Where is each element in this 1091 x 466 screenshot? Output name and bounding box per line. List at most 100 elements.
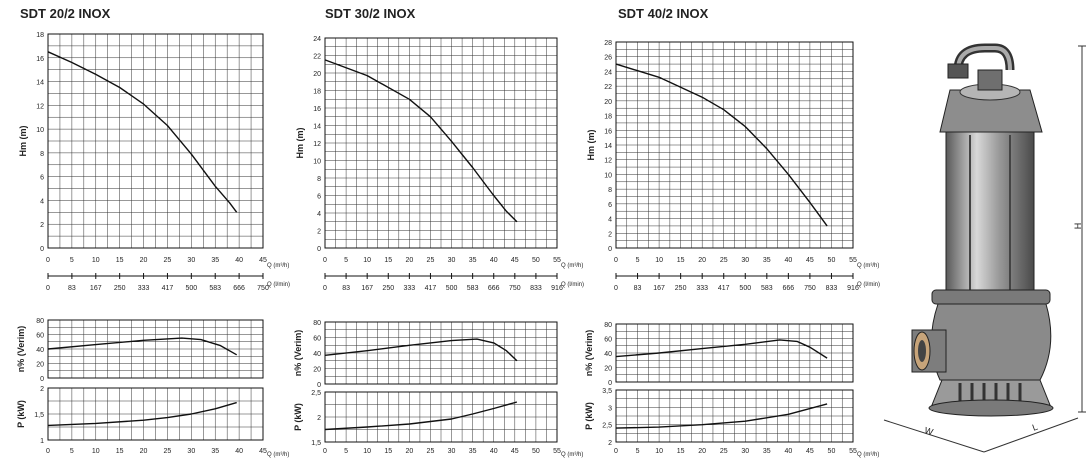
head-ytick: 6 [40, 175, 44, 182]
head-xtick: 30 [741, 257, 749, 264]
head-ytick: 8 [608, 187, 612, 194]
lmin-tick: 0 [323, 285, 327, 292]
lmin-tick: 500 [185, 285, 197, 292]
lmin-tick: 583 [209, 285, 221, 292]
head-curve [324, 59, 518, 223]
head-ytick: 6 [608, 202, 612, 209]
power-xtick: 15 [116, 448, 124, 455]
power-ytick: 1 [40, 438, 44, 445]
dimension-lines [883, 45, 1086, 453]
head-xtick: 45 [259, 257, 267, 264]
head-xtick: 50 [828, 257, 836, 264]
head-ytick: 4 [608, 217, 612, 224]
power-ytick: 1,5 [34, 412, 44, 419]
efficiency-ytick: 40 [313, 351, 321, 358]
power-ylabel: P (kW) [16, 400, 26, 428]
head-frame [615, 41, 854, 249]
volute [930, 303, 1052, 381]
power-xtick: 50 [828, 448, 836, 455]
head-xtick: 25 [164, 257, 172, 264]
power-xtick: 30 [741, 448, 749, 455]
lmin-tick: 83 [634, 285, 642, 292]
head-ytick: 10 [36, 127, 44, 134]
efficiency-ytick: 80 [36, 318, 44, 325]
power-xtick: 35 [211, 448, 219, 455]
head-ylabel: Hm (m) [18, 125, 28, 156]
efficiency-ytick: 0 [317, 382, 321, 389]
head-ylabel: Hm (m) [295, 127, 305, 158]
efficiency-ytick: 40 [604, 351, 612, 358]
efficiency-ytick: 60 [604, 337, 612, 344]
head-ytick: 8 [40, 151, 44, 158]
head-xtick: 25 [427, 257, 435, 264]
head-xtick: 45 [806, 257, 814, 264]
lmin-tick: 0 [614, 285, 618, 292]
efficiency-panel: 0 20 40 60 80 n% (Verim) [16, 318, 264, 383]
efficiency-ytick: 40 [36, 347, 44, 354]
efficiency-ytick: 20 [313, 367, 321, 374]
head-xtick: 35 [469, 257, 477, 264]
head-xtick: 55 [553, 257, 561, 264]
head-ytick: 2 [608, 231, 612, 238]
power-ytick: 3 [608, 405, 612, 412]
head-ytick: 22 [313, 54, 321, 61]
power-xtick: 55 [553, 448, 561, 455]
power-xtick: 40 [490, 448, 498, 455]
power-xunit: Q (m³/h) [267, 452, 289, 458]
lmin-unit: Q (l/min) [267, 282, 290, 288]
efficiency-ylabel: n% (Verim) [293, 330, 303, 377]
efficiency-ytick: 0 [608, 380, 612, 387]
power-xtick: 25 [164, 448, 172, 455]
efficiency-frame [615, 323, 854, 383]
head-ytick: 2 [40, 222, 44, 229]
head-xtick: 15 [116, 257, 124, 264]
head-ytick: 18 [36, 32, 44, 39]
head-ytick: 14 [604, 143, 612, 150]
power-xtick: 25 [720, 448, 728, 455]
head-ytick: 0 [40, 246, 44, 253]
chart-group-3: SDT 40/2 INOX0246810121416182022242628Hm… [584, 6, 880, 458]
head-ytick: 0 [608, 246, 612, 253]
head-ytick: 16 [604, 128, 612, 135]
head-ytick: 12 [36, 103, 44, 110]
power-xtick: 10 [92, 448, 100, 455]
power-xtick: 55 [849, 448, 857, 455]
efficiency-ytick: 80 [604, 322, 612, 329]
power-xtick: 40 [784, 448, 792, 455]
head-ytick: 12 [313, 141, 321, 148]
head-ytick: 2 [317, 229, 321, 236]
lmin-tick: 500 [446, 285, 458, 292]
head-xtick: 20 [698, 257, 706, 264]
head-frame [47, 33, 264, 249]
head-xtick: 25 [720, 257, 728, 264]
head-xtick: 5 [70, 257, 74, 264]
efficiency-curve [615, 339, 828, 359]
head-ytick: 20 [604, 99, 612, 106]
power-xtick: 15 [677, 448, 685, 455]
power-xtick: 5 [70, 448, 74, 455]
power-ytick: 3,5 [602, 388, 612, 395]
power-panel: 1 1,5 2 P (kW) [16, 386, 264, 445]
length-label: L [1031, 422, 1039, 433]
efficiency-curve [324, 338, 518, 362]
power-ytick: 2,5 [311, 390, 321, 397]
efficiency-ytick: 80 [313, 320, 321, 327]
lmin-tick: 750 [257, 285, 269, 292]
lmin-tick: 666 [233, 285, 245, 292]
power-curve [324, 401, 518, 431]
lmin-tick: 83 [68, 285, 76, 292]
lmin-tick: 750 [509, 285, 521, 292]
head-xtick: 10 [92, 257, 100, 264]
power-ytick: 2,5 [602, 423, 612, 430]
power-ylabel: P (kW) [293, 403, 303, 431]
lmin-tick: 250 [382, 285, 394, 292]
lmin-tick: 333 [404, 285, 416, 292]
head-ytick: 16 [313, 106, 321, 113]
chart-title: SDT 30/2 INOX [325, 6, 416, 21]
head-xtick: 30 [448, 257, 456, 264]
